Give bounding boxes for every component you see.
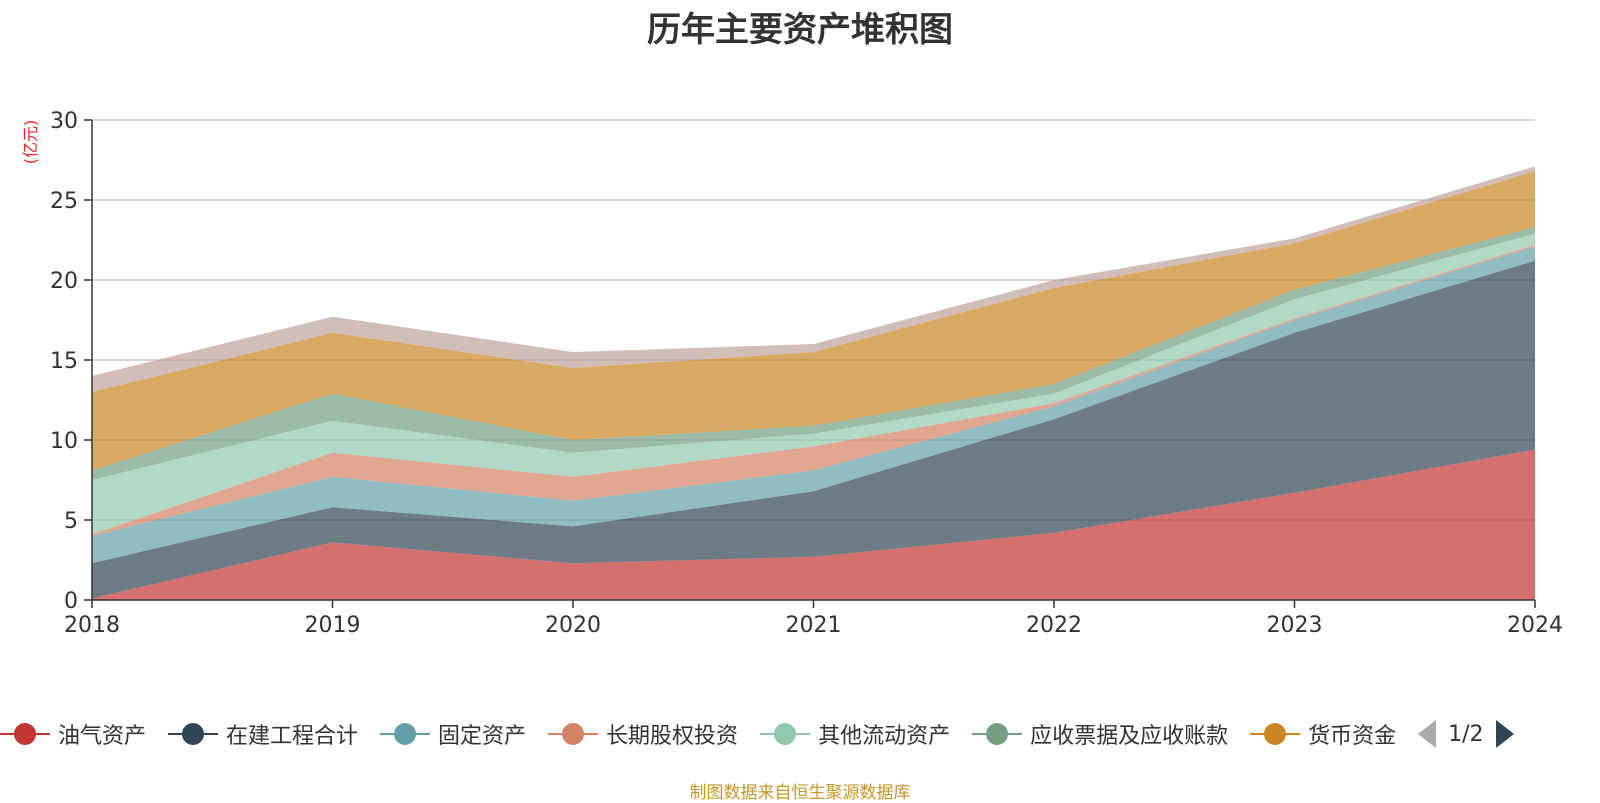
legend-item[interactable]: 在建工程合计 (168, 718, 358, 750)
legend-item[interactable]: 油气资产 (0, 718, 146, 750)
x-tick-label: 2019 (305, 613, 361, 638)
legend-marker-icon (760, 722, 811, 746)
legend-marker-icon (1250, 722, 1301, 746)
chart-title: 历年主要资产堆积图 (647, 10, 953, 50)
legend-pager: 1/2 (1418, 720, 1514, 748)
y-tick-label: 10 (50, 429, 78, 454)
series-areas (92, 166, 1535, 600)
y-tick-label: 30 (50, 109, 78, 134)
legend-label: 应收票据及应收账款 (1030, 724, 1229, 749)
legend-label: 固定资产 (438, 724, 527, 749)
legend-marker-icon (168, 722, 219, 746)
area-series-7 (92, 166, 1535, 392)
area-series-6 (92, 171, 1535, 471)
x-tick-label: 2021 (786, 613, 842, 638)
y-tick-label: 20 (50, 269, 78, 294)
legend-marker-icon (0, 722, 50, 746)
legend-prev-page-icon[interactable] (1418, 720, 1437, 748)
legend-label: 在建工程合计 (226, 724, 359, 749)
legend-label: 其他流动资产 (818, 724, 951, 749)
legend-item[interactable]: 长期股权投资 (548, 718, 738, 750)
x-tick-label: 2024 (1507, 613, 1563, 638)
axes: 0 5 10 15 20 25 30 2018 2019 2020 2021 2022 2023 2024 (50, 109, 1563, 638)
area-series-1 (92, 260, 1535, 599)
legend: 油气资产 在建工程合计 固定资产 长期股权投资 其他流动资产 应收票据及应收账款 货币资金 1… (0, 712, 1600, 756)
x-tick-label: 2022 (1026, 613, 1082, 638)
y-tick-label: 0 (64, 589, 78, 614)
x-tick-label: 2023 (1267, 613, 1323, 638)
area-series-5 (92, 227, 1535, 480)
y-tick-label: 15 (50, 349, 78, 374)
legend-marker-icon (548, 722, 599, 746)
legend-page-indicator: 1/2 (1448, 721, 1484, 747)
legend-next-page-icon[interactable] (1495, 720, 1514, 748)
legend-label: 货币资金 (1308, 724, 1397, 749)
x-tick-label: 2018 (64, 613, 120, 638)
area-series-4 (92, 233, 1535, 535)
data-source-note: 制图数据来自恒生聚源数据库 (689, 783, 911, 803)
legend-label: 长期股权投资 (606, 724, 739, 749)
area-series-0 (92, 449, 1535, 600)
y-tick-label: 5 (64, 509, 78, 534)
legend-marker-icon (380, 722, 431, 746)
x-tick-label: 2020 (545, 613, 601, 638)
legend-item[interactable]: 应收票据及应收账款 (972, 718, 1228, 750)
legend-marker-icon (972, 722, 1023, 746)
legend-item[interactable]: 其他流动资产 (760, 718, 950, 750)
legend-item[interactable]: 固定资产 (380, 718, 526, 750)
y-tick-label: 25 (50, 189, 78, 214)
legend-item[interactable]: 货币资金 (1250, 718, 1396, 750)
legend-label: 油气资产 (58, 724, 147, 749)
y-axis-unit-label: (亿元) (21, 120, 40, 165)
